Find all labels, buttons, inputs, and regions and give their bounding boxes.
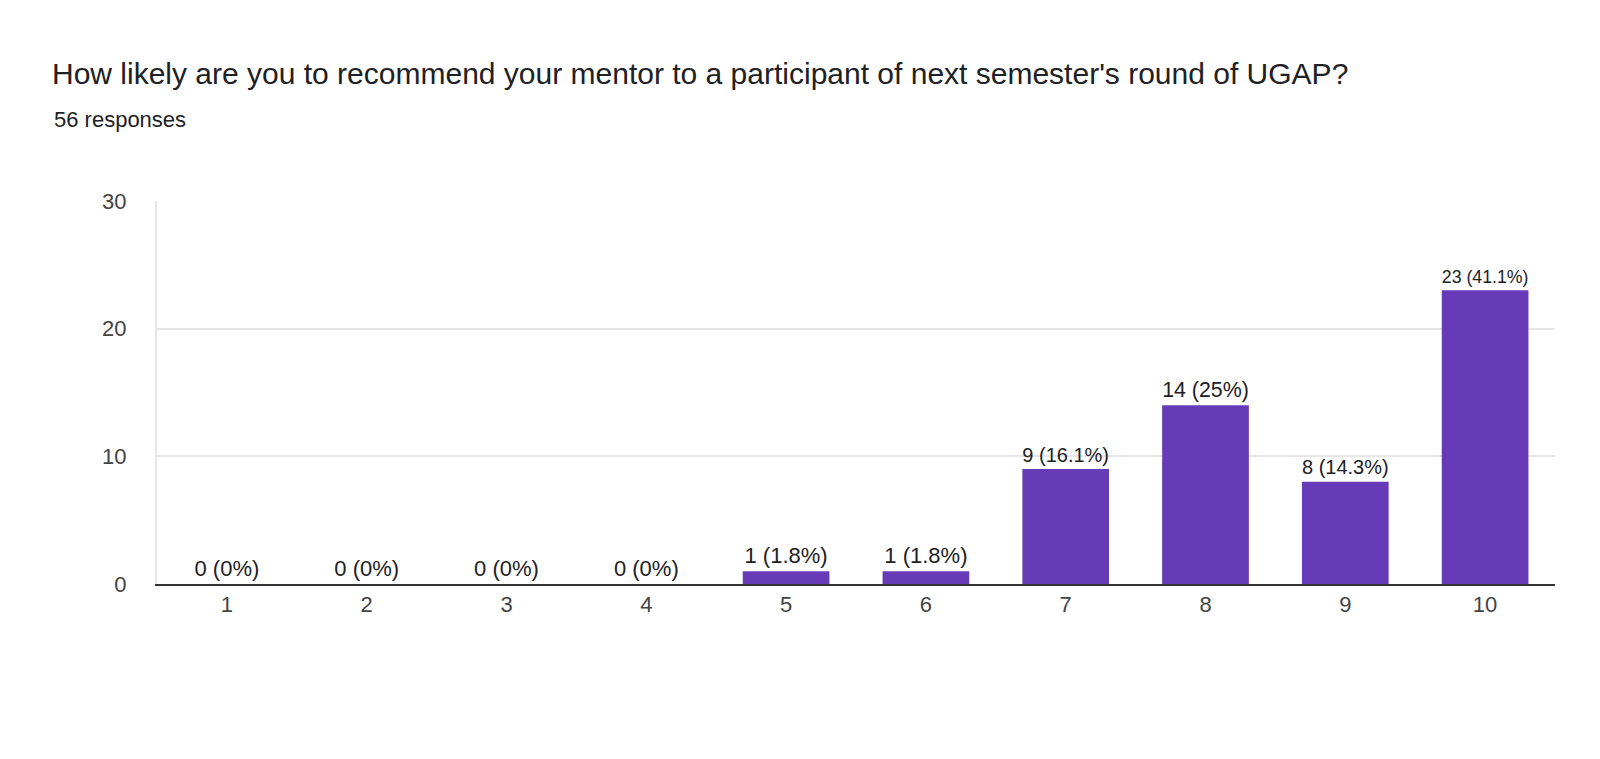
svg-text:9 (16.1%): 9 (16.1%): [1022, 444, 1109, 466]
svg-text:2: 2: [361, 592, 373, 617]
svg-text:8: 8: [1199, 592, 1211, 617]
svg-text:10: 10: [102, 444, 126, 469]
svg-text:1: 1: [221, 592, 233, 617]
svg-text:4: 4: [640, 592, 652, 617]
svg-text:56 responses: 56 responses: [54, 107, 186, 132]
svg-text:3: 3: [500, 592, 512, 617]
svg-text:1 (1.8%): 1 (1.8%): [745, 543, 828, 568]
svg-text:0 (0%): 0 (0%): [614, 556, 679, 581]
svg-text:0 (0%): 0 (0%): [474, 556, 539, 581]
svg-text:0 (0%): 0 (0%): [195, 556, 260, 581]
svg-text:6: 6: [920, 592, 932, 617]
svg-text:9: 9: [1339, 592, 1351, 617]
svg-text:10: 10: [1473, 592, 1497, 617]
svg-text:14 (25%): 14 (25%): [1162, 378, 1249, 402]
svg-text:7: 7: [1060, 592, 1072, 617]
svg-text:30: 30: [102, 189, 126, 214]
svg-text:1 (1.8%): 1 (1.8%): [884, 543, 967, 568]
svg-text:20: 20: [102, 316, 126, 341]
svg-text:How likely are you to recommen: How likely are you to recommend your men…: [52, 57, 1348, 90]
svg-text:8 (14.3%): 8 (14.3%): [1302, 456, 1389, 478]
svg-text:0 (0%): 0 (0%): [334, 556, 399, 581]
svg-text:23 (41.1%): 23 (41.1%): [1442, 267, 1529, 287]
svg-text:0: 0: [114, 572, 126, 597]
svg-text:5: 5: [780, 592, 792, 617]
